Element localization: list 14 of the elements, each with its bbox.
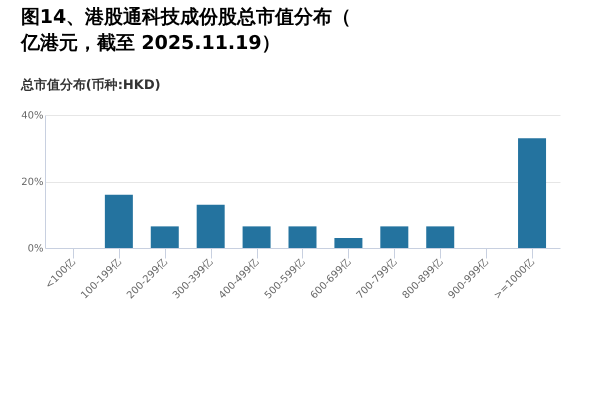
chart-title: 图14、港股通科技成份股总市值分布（亿港元，截至 2025.11.19） — [20, 6, 352, 54]
y-tick-label: 40% — [21, 110, 44, 122]
bar — [426, 226, 454, 248]
y-tick-label: 20% — [21, 177, 44, 188]
bar — [380, 226, 408, 248]
bar — [518, 138, 546, 248]
bar — [334, 238, 362, 248]
bar — [104, 194, 133, 248]
bar — [150, 226, 179, 248]
bar — [242, 226, 271, 248]
bar — [196, 204, 225, 248]
y-tick-label: 0% — [28, 244, 44, 254]
bar — [288, 226, 316, 248]
chart-subtitle: 总市值分布(币种:HKD) — [20, 77, 161, 93]
